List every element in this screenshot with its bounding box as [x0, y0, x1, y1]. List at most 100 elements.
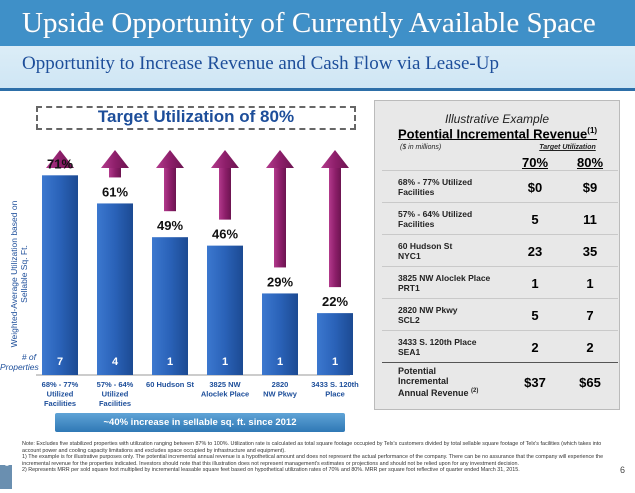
bar	[97, 203, 133, 375]
x-tick-label: 68% - 77%	[42, 380, 79, 389]
page-subtitle: Opportunity to Increase Revenue and Cash…	[22, 53, 499, 74]
row-label-line2: Facilities	[398, 187, 435, 197]
row-value-70: 2	[531, 339, 539, 355]
chart-title: Target Utilization of 80%	[97, 107, 295, 126]
bar-value-label: 22%	[322, 294, 348, 309]
total-label-line3: Annual Revenue	[398, 388, 469, 398]
row-label-line1: 57% - 64% Utilized	[398, 209, 473, 219]
bar-properties-count: 1	[222, 356, 228, 368]
bar-value-label: 46%	[212, 227, 238, 242]
row-label-line2: SEA1	[398, 347, 421, 357]
row-value-70: 1	[531, 275, 539, 291]
total-value-70: $37	[524, 374, 546, 390]
row-value-70: 23	[527, 243, 543, 259]
total-row: Potential Incremental Annual Revenue (2) $…	[382, 362, 618, 401]
bar-properties-count: 4	[112, 356, 119, 368]
upside-arrow-shaft	[164, 168, 176, 212]
bar-properties-count: 1	[277, 356, 283, 368]
bar	[317, 313, 353, 375]
total-label-line2: Incremental	[398, 376, 449, 386]
row-label: 68% - 77% Utilized Facilities	[398, 171, 518, 203]
row-label-line2: NYC1	[398, 251, 421, 261]
x-tick-label: NW Pkwy	[263, 390, 298, 399]
row-label: 3433 S. 120th Place SEA1	[398, 331, 518, 363]
x-tick-label: 2820	[272, 380, 289, 389]
row-value-80: 35	[582, 243, 598, 259]
units-label: ($ in millions)	[400, 144, 442, 151]
row-label: 3825 NW Aloclek Place PRT1	[398, 267, 518, 299]
row-value-70: 5	[531, 211, 539, 227]
panel-title: Potential Incremental Revenue(1)	[398, 126, 597, 141]
upside-arrow-head	[211, 150, 239, 168]
upside-arrow-head	[266, 150, 294, 168]
x-tick-label: 57% - 64%	[97, 380, 134, 389]
table-row: 3825 NW Aloclek Place PRT1 1 1	[382, 266, 618, 299]
table-row: 57% - 64% Utilized Facilities 5 11	[382, 202, 618, 235]
bar	[207, 245, 243, 375]
panel-kicker: Illustrative Example	[444, 112, 550, 126]
col-header-70: 70%	[521, 155, 549, 170]
bar	[42, 175, 78, 375]
total-value-80: $65	[579, 374, 601, 390]
bar	[152, 237, 188, 375]
table-row: 68% - 77% Utilized Facilities $0 $9	[382, 170, 618, 203]
upside-arrow-head	[321, 150, 349, 168]
properties-label: # of Properties	[0, 352, 39, 372]
x-tick-label: Utilized	[47, 390, 74, 399]
upside-arrow-head	[156, 150, 184, 168]
row-value-80: 2	[586, 339, 594, 355]
revenue-panel	[374, 100, 620, 410]
x-tick-label: 3433 S. 120th	[311, 380, 359, 389]
row-value-80: $9	[582, 179, 598, 195]
row-value-70: 5	[531, 307, 539, 323]
bar	[262, 293, 298, 375]
footnote-0: Note: Excludes five stabilized propertie…	[22, 441, 602, 454]
x-tick-label: Utilized	[102, 390, 129, 399]
row-label-line2: SCL2	[398, 315, 420, 325]
footnotes: Note: Excludes five stabilized propertie…	[22, 441, 612, 474]
page-number-left: 6	[4, 458, 10, 469]
x-tick-label: Aloclek Place	[201, 390, 249, 399]
x-tick-label: Facilities	[99, 399, 131, 408]
table-row: 60 Hudson St NYC1 23 35	[382, 234, 618, 267]
row-label-line2: Facilities	[398, 219, 435, 229]
bar-value-label: 49%	[157, 218, 183, 233]
sqft-banner: ~40% increase in sellable sq. ft. since …	[55, 413, 345, 432]
bar-value-label: 29%	[267, 274, 293, 289]
footnote-2: 2) Represents MRR per sold square foot m…	[22, 467, 520, 474]
row-value-80: 11	[583, 211, 597, 227]
bar-value-label: 71%	[47, 156, 73, 171]
panel-title-text: Potential Incremental Revenue	[398, 126, 588, 142]
x-tick-label: 60 Hudson St	[146, 380, 194, 389]
page-number-right: 6	[620, 465, 626, 475]
col-header-80: 80%	[576, 155, 604, 170]
x-tick-label: Facilities	[44, 399, 76, 408]
table-row: 3433 S. 120th Place SEA1 2 2	[382, 330, 618, 363]
upside-arrow-head	[46, 150, 74, 168]
row-value-80: 7	[586, 307, 594, 323]
bar-properties-count: 1	[167, 356, 173, 368]
upside-arrow-shaft	[274, 168, 286, 268]
row-value-70: $0	[527, 179, 543, 195]
row-label-line1: 60 Hudson St	[398, 241, 453, 251]
target-utilization-header: Target Utilization	[539, 144, 596, 151]
bar-properties-count: 1	[332, 356, 338, 368]
row-label: 57% - 64% Utilized Facilities	[398, 203, 518, 235]
logo-mark	[0, 465, 12, 489]
title-bar	[0, 0, 635, 46]
total-label-line1: Potential	[398, 366, 437, 376]
row-label-line1: 3433 S. 120th Place	[398, 337, 477, 347]
x-tick-label: Place	[325, 390, 345, 399]
footnote-1: 1) The example is for illustrative purpo…	[22, 454, 604, 467]
row-label-line2: PRT1	[398, 283, 420, 293]
x-tick-label: 3825 NW	[209, 380, 241, 389]
row-label-line1: 68% - 77% Utilized	[398, 177, 473, 187]
bar-properties-count: 7	[57, 356, 63, 368]
row-label: 2820 NW Pkwy SCL2	[398, 299, 518, 331]
row-label-line1: 2820 NW Pkwy	[398, 305, 458, 315]
row-label: 60 Hudson St NYC1	[398, 235, 518, 267]
header-divider	[0, 88, 635, 91]
total-label: Potential Incremental Annual Revenue (2)	[398, 363, 518, 401]
bar-value-label: 61%	[102, 184, 128, 199]
